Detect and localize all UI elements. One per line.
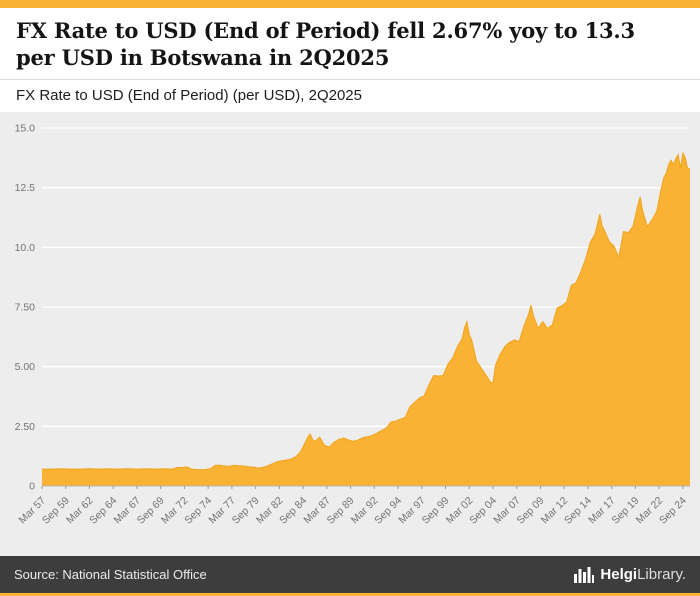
accent-bar [0, 0, 700, 8]
brand-logo: HelgiLibrary. [574, 566, 686, 583]
header: FX Rate to USD (End of Period) fell 2.67… [0, 8, 700, 112]
y-tick-label: 0 [29, 481, 35, 493]
title-line-1: FX Rate to USD (End of Period) fell 2.67… [16, 18, 635, 43]
chart-area: 0 2.50 5.00 7.50 10.0 12.5 15.0 Mar 57 Sep 59 Mar… [0, 112, 700, 556]
brand-name-regular: Library. [637, 566, 686, 583]
y-tick-label: 12.5 [15, 182, 36, 194]
x-tick-label: Sep 24 [657, 495, 689, 527]
y-tick-label: 15.0 [15, 123, 36, 135]
y-tick-label: 10.0 [15, 242, 36, 254]
footer: Source: National Statistical Office Helg… [0, 556, 700, 593]
y-tick-label: 2.50 [15, 421, 36, 433]
y-tick-label: 7.50 [15, 302, 36, 314]
y-tick-label: 5.00 [15, 361, 36, 373]
page-title: FX Rate to USD (End of Period) fell 2.67… [16, 17, 684, 72]
accent-bar-bottom [0, 593, 700, 596]
area-series [42, 153, 690, 486]
header-divider [0, 78, 700, 80]
source-text: Source: National Statistical Office [14, 567, 207, 582]
helgi-logo-icon [574, 567, 595, 583]
brand-name: HelgiLibrary. [600, 566, 686, 583]
title-line-2: per USD in Botswana in 2Q2025 [16, 45, 390, 71]
area-outline [42, 151, 690, 471]
brand-name-bold: Helgi [600, 566, 638, 583]
chart-subtitle: FX Rate to USD (End of Period) (per USD)… [16, 86, 362, 104]
